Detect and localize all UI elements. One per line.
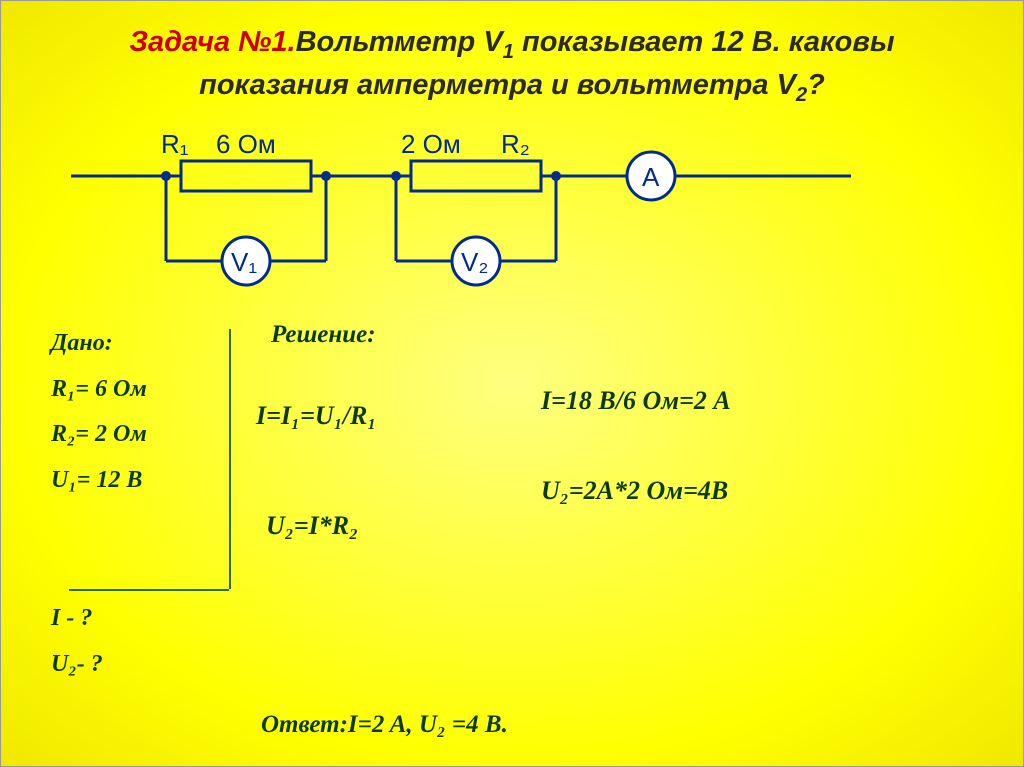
label-r1: R₁ — [161, 129, 189, 160]
label-v1: V₁ — [231, 247, 257, 278]
given-line: R₂= 2 Ом — [51, 412, 231, 458]
resistor-r1 — [181, 161, 311, 191]
formula-2: U₂=I*R₂ — [266, 511, 358, 541]
label-a: A — [642, 162, 659, 193]
answer-line: Ответ:I=2 A, U₂ =4 В. — [261, 711, 508, 739]
problem-title: Задача №1.Вольтметр V1 показывает 12 В. … — [51, 23, 973, 109]
slide-background: Задача №1.Вольтметр V1 показывает 12 В. … — [0, 0, 1024, 767]
circuit-diagram: R₁ 6 Ом 2 Ом R₂ V₁ V₂ A — [71, 131, 851, 291]
given-line: U₁= 12 В — [51, 458, 231, 504]
title-dark-3: ? — [807, 69, 825, 101]
label-v2: V₂ — [461, 247, 488, 278]
formula-1: I=I₁=U₁/R₁ — [256, 401, 376, 431]
given-block: Дано: R₁= 6 Ом R₂= 2 Ом U₁= 12 В — [51, 321, 231, 503]
label-r1-value: 6 Ом — [216, 129, 276, 160]
label-r2: R₂ — [501, 129, 530, 160]
given-header: Дано: — [51, 321, 231, 367]
divider-vertical — [229, 329, 231, 589]
unknowns-block: I - ? U₂- ? — [51, 596, 231, 687]
title-red: Задача №1. — [129, 26, 295, 58]
title-dark-1: Вольтметр V — [296, 26, 503, 58]
label-r2-value: 2 Ом — [401, 129, 461, 160]
given-line: R₁= 6 Ом — [51, 367, 231, 413]
result-1: I=18 В/6 Ом=2 А — [541, 386, 731, 416]
solution-header: Решение: — [271, 321, 376, 349]
resistor-r2 — [411, 161, 541, 191]
title-sub-1: 1 — [503, 41, 514, 63]
result-2: U₂=2А*2 Ом=4В — [541, 476, 728, 506]
divider-horizontal — [69, 589, 229, 591]
title-sub-2: 2 — [796, 84, 807, 106]
unknown-line: U₂- ? — [51, 642, 231, 688]
unknown-line: I - ? — [51, 596, 231, 642]
